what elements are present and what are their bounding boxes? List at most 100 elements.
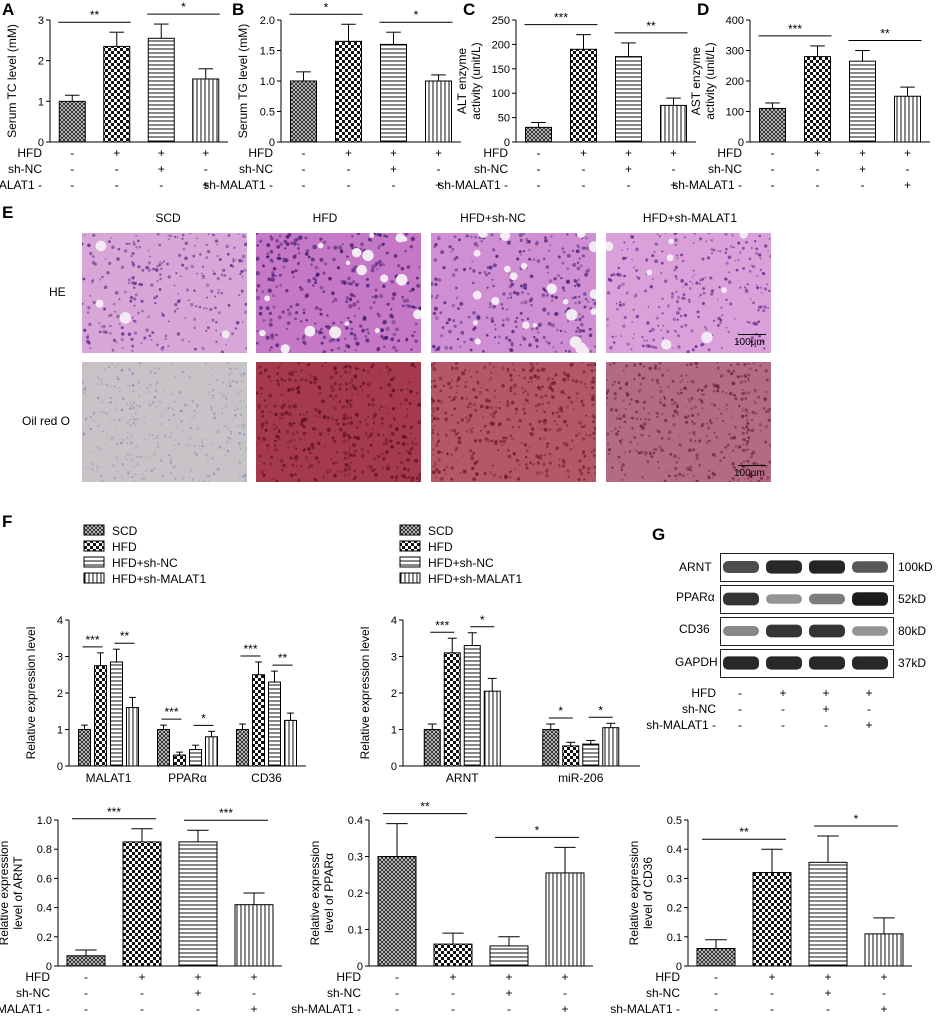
legend-label-1: SCD [112, 524, 138, 538]
x-category-label-f2: ARNT [446, 771, 479, 785]
y-tick-label-a: 3 [38, 15, 44, 27]
y-tick-label-f3: 0.6 [37, 873, 52, 885]
sig-label-f1: *** [85, 633, 99, 647]
y-tick-label-c: 150 [492, 64, 510, 76]
condition-sign-a: - [70, 178, 74, 192]
wb-bands-1 [723, 592, 888, 606]
bar-f1 [173, 754, 186, 767]
wb-band [809, 656, 845, 670]
y-tick-label-d: 100 [726, 107, 744, 119]
bar-a [192, 78, 220, 143]
bar-f2 [602, 727, 620, 767]
condition-sign-f3: - [140, 1002, 144, 1016]
condition-sign-b: - [302, 146, 306, 160]
sig-label-f2: *** [435, 618, 449, 632]
panel-label-g: G [652, 525, 666, 544]
condition-sign-b: - [302, 178, 306, 192]
y-axis-label-f4: Relative expression [308, 841, 322, 946]
condition-sign-a: - [204, 162, 208, 176]
condition-sign-c: + [670, 178, 677, 192]
y-axis-label-f4: level of PPARα [322, 853, 336, 933]
condition-sign-f3: - [84, 986, 88, 1000]
y-tick-label-d: 200 [726, 76, 744, 88]
scale-bar-line-oil [738, 465, 766, 466]
legend-label-1: HFD [112, 540, 137, 554]
condition-label-d: sh-NC [708, 162, 742, 176]
wb-condition-sign: + [865, 686, 872, 700]
bar-d [849, 60, 876, 143]
histology-title-scd: SCD [155, 211, 181, 225]
bar-c [615, 56, 642, 143]
bar-f2 [483, 690, 501, 767]
y-axis-label-f3: level of ARNT [11, 856, 25, 930]
wb-condition-sign: + [779, 686, 786, 700]
condition-sign-g2: - [714, 970, 718, 984]
panel-label-b: B [232, 0, 245, 19]
condition-sign-f4: - [395, 970, 399, 984]
y-tick-label-a: 1 [38, 96, 44, 108]
condition-label-f3: HFD [25, 970, 50, 984]
condition-label-a: HFD [17, 146, 42, 160]
y-tick-label-d: 0 [738, 137, 744, 149]
y-tick-label-f1: 3 [57, 652, 63, 664]
y-tick-label-c: 200 [492, 39, 510, 51]
legend-layer: SCD HFD HFD+sh-NC HFD+sh-MALAT1 SCD HFD HFD+sh… [83, 524, 522, 586]
legend-swatch-1 [83, 572, 105, 584]
y-tick-label-f4: 0.2 [348, 888, 363, 900]
wb-condition-label: HFD [691, 686, 716, 700]
wb-size-cd36: 80kD [898, 624, 927, 638]
bar-g2 [696, 947, 736, 967]
bar-f1 [268, 681, 281, 767]
condition-sign-c: - [537, 178, 541, 192]
y-tick-label-f2: 4 [391, 615, 397, 627]
condition-sign-g2: + [824, 970, 831, 984]
condition-sign-g2: + [768, 970, 775, 984]
wb-condition-label: sh-MALAT1 - [646, 718, 716, 732]
y-tick-label-b: 0 [269, 137, 275, 149]
histology-title-hfd: HFD [312, 211, 338, 225]
sig-label-f1: ** [120, 629, 130, 643]
condition-sign-f4: - [395, 986, 399, 1000]
bar-f2 [423, 729, 441, 767]
bar-f3 [66, 955, 106, 967]
micrograph-texture [256, 362, 421, 482]
bar-f2 [443, 652, 461, 767]
histology-row-he: HE [49, 285, 66, 299]
condition-sign-d: - [906, 162, 910, 176]
condition-sign-f3: - [84, 970, 88, 984]
y-tick-label-f3: 0.8 [37, 844, 52, 856]
y-tick-label-f3: 0.2 [37, 932, 52, 944]
condition-sign-d: + [904, 146, 911, 160]
wb-condition-sign: + [822, 686, 829, 700]
condition-sign-b: - [437, 162, 441, 176]
wb-condition-sign: - [738, 718, 742, 732]
micrograph-texture [606, 362, 771, 482]
bar-f1 [284, 719, 297, 767]
bar-c [525, 126, 552, 143]
y-tick-label-c: 100 [492, 88, 510, 100]
y-axis-label-a: Serum TC level (mM) [5, 24, 19, 138]
wb-band [809, 624, 845, 638]
y-tick-label-g2: 0.3 [667, 873, 682, 885]
y-tick-label-f4: 0.1 [348, 925, 363, 937]
condition-sign-c: - [627, 178, 631, 192]
condition-sign-c: + [625, 162, 632, 176]
condition-sign-f4: - [507, 1002, 511, 1016]
y-axis-label-c: ALT enzyme [455, 48, 469, 115]
condition-sign-f4: + [561, 1002, 568, 1016]
y-tick-label-c: 50 [498, 113, 510, 125]
condition-label-a: sh-MALAT1 - [0, 178, 42, 192]
bar-f1 [157, 729, 170, 767]
condition-sign-a: - [70, 146, 74, 160]
condition-sign-f3: + [138, 970, 145, 984]
y-tick-label-a: 2 [38, 56, 44, 68]
sig-label-f3: *** [219, 806, 233, 820]
legend-label-1: HFD+sh-MALAT1 [112, 572, 206, 586]
condition-sign-d: - [861, 178, 865, 192]
bar-f2 [463, 645, 481, 767]
condition-sign-d: + [814, 146, 821, 160]
condition-label-d: sh-MALAT1 - [672, 178, 742, 192]
condition-sign-c: - [537, 162, 541, 176]
y-axis-label-f2: Relative expression level [358, 627, 372, 760]
sig-label-c: *** [554, 11, 568, 25]
